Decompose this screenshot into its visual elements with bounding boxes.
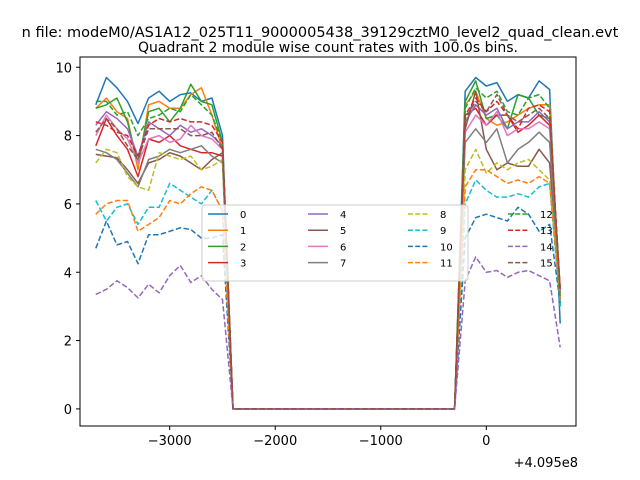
y-tick-label: 10	[55, 61, 72, 76]
legend-label-9: 9	[440, 226, 446, 237]
series-line-11	[95, 169, 561, 410]
y-tick-label: 8	[64, 130, 72, 145]
y-tick-label: 6	[64, 198, 72, 213]
legend-label-15: 15	[540, 259, 553, 270]
legend-label-5: 5	[340, 226, 346, 237]
y-axis: 0 2 4 6 8 10	[55, 61, 80, 418]
legend-label-4: 4	[340, 210, 346, 221]
x-tick-label: 0	[482, 434, 490, 449]
x-axis-offset-label: +4.095e8	[514, 456, 578, 471]
y-tick-label: 4	[64, 266, 72, 281]
legend-label-7: 7	[340, 259, 346, 270]
y-tick-label: 0	[64, 403, 72, 418]
series-line-15	[95, 93, 561, 410]
x-tick-label: −3000	[148, 434, 192, 449]
legend-label-13: 13	[540, 226, 553, 237]
x-axis: −3000 −2000 −1000 0	[148, 426, 490, 449]
legend-label-6: 6	[340, 242, 346, 253]
figure-suptitle: n file: modeM0/AS1A12_025T11_9000005438_…	[22, 25, 619, 41]
plot-area-frame	[79, 56, 577, 427]
legend-label-10: 10	[440, 242, 453, 253]
x-tick-label: −2000	[253, 434, 297, 449]
legend-label-1: 1	[240, 226, 246, 237]
series-lines	[95, 76, 561, 410]
x-tick-label: −1000	[359, 434, 403, 449]
legend-label-3: 3	[240, 259, 246, 270]
legend-label-0: 0	[240, 210, 246, 221]
series-line-12	[95, 87, 561, 410]
legend-box	[201, 204, 469, 282]
legend-label-8: 8	[440, 210, 446, 221]
legend-label-12: 12	[540, 210, 553, 221]
chart-title: Quadrant 2 module wise count rates with …	[138, 40, 518, 56]
legend-label-14: 14	[540, 242, 553, 253]
y-tick-label: 2	[64, 335, 72, 350]
legend-label-11: 11	[440, 259, 453, 270]
legend-label-2: 2	[240, 242, 246, 253]
